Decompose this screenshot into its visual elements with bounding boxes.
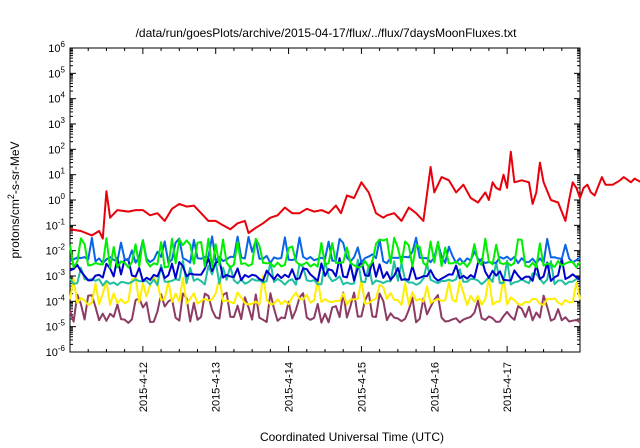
series-line [69, 274, 581, 307]
y-tick-label: 10-1 [46, 217, 66, 232]
y-tick-label: 10-2 [46, 243, 66, 258]
y-tick-label: 104 [48, 91, 65, 106]
x-tick-label: 2015-4-14 [284, 362, 296, 412]
y-tick-label: 10-5 [46, 319, 66, 334]
y-tick-label: 102 [48, 141, 65, 156]
x-tick-label: 2015-4-13 [211, 362, 223, 412]
y-tick-label: 100 [48, 192, 65, 207]
x-ticks: 2015-4-12 2015-4-13 2015-4-14 2015-4-15 2015… [87, 48, 563, 412]
series-line [69, 256, 581, 283]
series-line [69, 236, 581, 269]
y-tick-label: 106 [48, 40, 65, 55]
x-tick-label: 2015-4-17 [502, 362, 514, 412]
y-tick-label: 101 [48, 167, 65, 182]
y-ticks: 106 105 104 103 102 101 100 10-1 10-2 10-3 10-4 10-… [46, 40, 580, 359]
series-line [69, 291, 581, 324]
y-tick-label: 10-4 [46, 293, 66, 308]
x-axis-label: Coordinated Universal Time (UTC) [260, 430, 444, 444]
y-tick-label: 10-3 [46, 268, 66, 283]
y-tick-label: 105 [48, 65, 65, 80]
series-line [69, 150, 640, 240]
x-tick-label: 2015-4-15 [356, 362, 368, 412]
x-tick-label: 2015-4-12 [138, 362, 150, 412]
plot-area: 106 105 104 103 102 101 100 10-1 10-2 10-3 10-4 10-… [46, 40, 640, 412]
x-tick-label: 2015-4-16 [429, 362, 441, 412]
y-tick-label: 10-6 [46, 344, 66, 359]
chart-title: /data/run/goesPlots/archive/2015-04-17/f… [136, 26, 518, 40]
y-axis-label: protons/cm2-s-sr-MeV [6, 141, 22, 258]
series-group [69, 150, 640, 324]
y-tick-label: 103 [48, 116, 65, 131]
